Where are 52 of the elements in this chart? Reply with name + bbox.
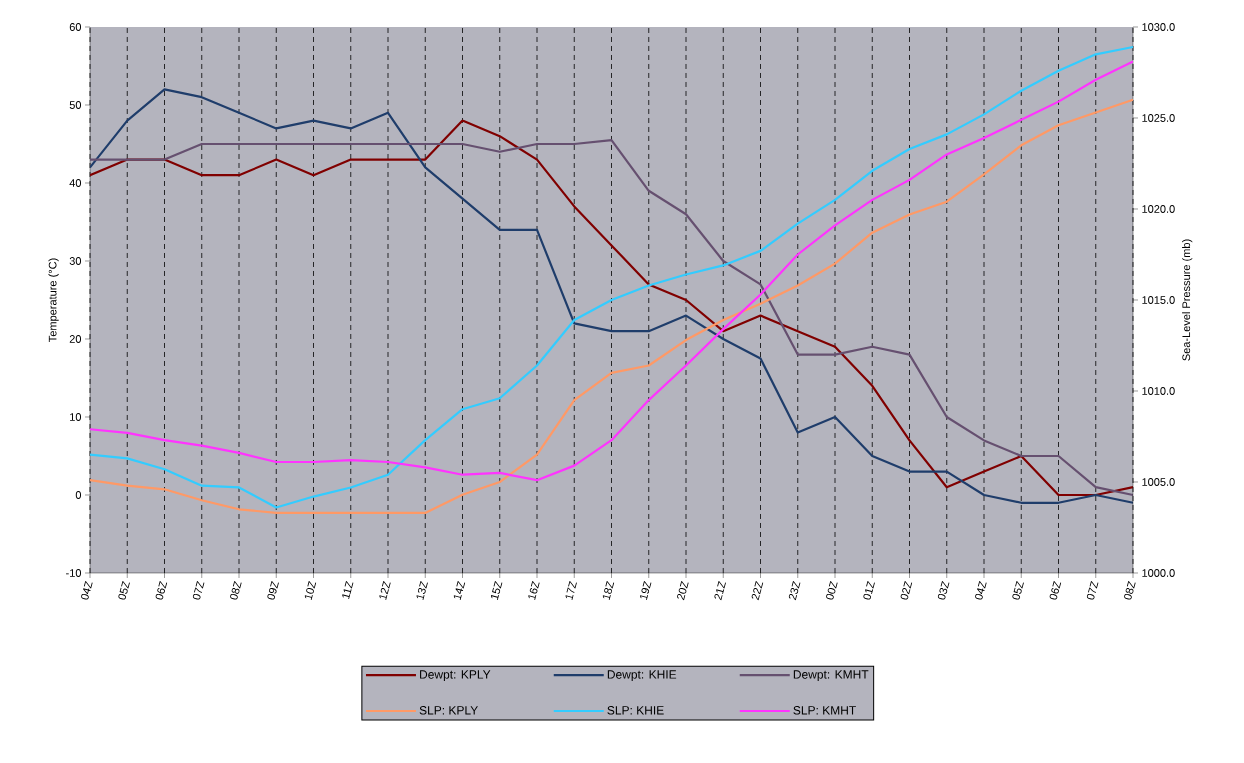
x-tick-label: 21Z — [714, 581, 726, 601]
x-tick-label: 05Z — [118, 581, 130, 600]
y-tick-label: -10 — [66, 569, 82, 577]
x-tick-label: 22Z — [751, 581, 764, 601]
legend-label: SLP: KPLY — [419, 706, 478, 715]
x-tick-label: 11Z — [342, 581, 354, 600]
legend-label: SLP: KHIE — [607, 706, 664, 715]
y-tick-label: 30 — [69, 257, 82, 265]
x-tick-label: 03Z — [937, 581, 950, 600]
y2-tick-label: 1025.0 — [1142, 114, 1175, 122]
x-tick-label: 08Z — [1124, 581, 1136, 600]
y-axis-title: Temperature (°C) — [48, 258, 59, 342]
y2-tick-label: 1005.0 — [1142, 478, 1175, 486]
x-tick-label: 16Z — [528, 581, 540, 600]
x-tick-label: 14Z — [453, 581, 466, 600]
x-tick-label: 18Z — [602, 581, 615, 600]
y2-axis-title: Sea-Level Pressure (mb) — [1182, 239, 1193, 361]
x-tick-label: 05Z — [1012, 581, 1024, 600]
legend-label: Dewpt: KPLY — [420, 670, 491, 682]
y2-tick-label: 1020.0 — [1142, 205, 1175, 213]
x-tick-label: 04Z — [81, 581, 93, 600]
x-tick-label: 13Z — [416, 581, 428, 600]
x-tick-label: 23Z — [788, 581, 801, 601]
x-tick-label: 01Z — [863, 581, 875, 600]
x-tick-label: 02Z — [900, 581, 913, 600]
x-tick-label: 08Z — [230, 581, 242, 600]
x-tick-label: 15Z — [490, 581, 503, 600]
legend-label: SLP: KMHT — [793, 706, 856, 715]
x-tick-label: 07Z — [192, 581, 205, 600]
x-tick-label: 04Z — [975, 581, 987, 600]
legend-label: Dewpt: KHIE — [607, 670, 677, 682]
x-tick-label: 20Z — [677, 581, 689, 601]
y2-tick-label: 1000.0 — [1142, 569, 1175, 577]
x-tick-label: 19Z — [640, 581, 652, 600]
x-tick-label: 06Z — [155, 581, 168, 600]
y2-tick-label: 1015.0 — [1142, 296, 1175, 304]
y2-tick-label: 1030.0 — [1142, 23, 1175, 31]
legend-label: Dewpt: KMHT — [793, 670, 869, 682]
y-tick-label: 20 — [69, 335, 82, 343]
x-tick-label: 12Z — [379, 581, 391, 600]
x-tick-label: 17Z — [565, 581, 577, 600]
y-tick-label: 10 — [70, 413, 82, 421]
x-tick-label: 10Z — [304, 581, 317, 600]
y-tick-label: 60 — [69, 23, 82, 31]
x-tick-label: 09Z — [267, 581, 279, 600]
y2-tick-label: 1010.0 — [1142, 387, 1175, 395]
y-tick-label: 0 — [75, 491, 82, 499]
y-tick-label: 50 — [69, 101, 82, 109]
x-tick-label: 07Z — [1086, 581, 1099, 600]
x-tick-label: 06Z — [1049, 581, 1062, 600]
y-tick-label: 40 — [69, 179, 82, 187]
x-tick-label: 00Z — [826, 581, 838, 600]
